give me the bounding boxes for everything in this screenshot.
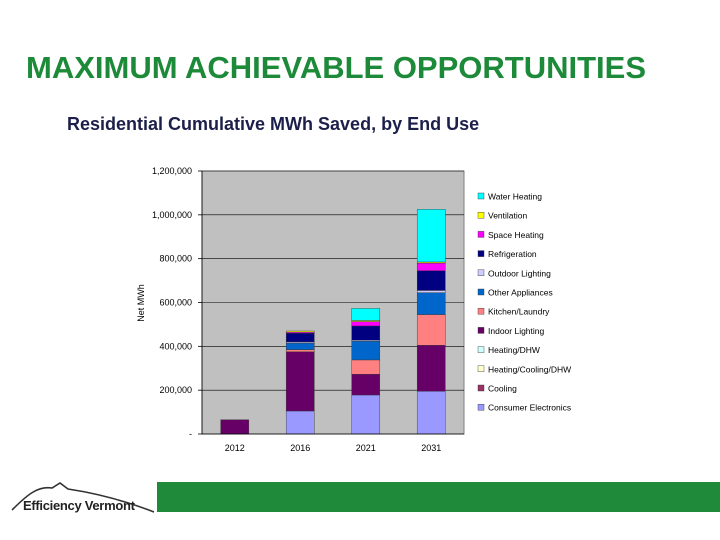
- legend-swatch: [477, 384, 485, 392]
- logo-text: Efficiency Vermont: [23, 498, 135, 513]
- legend-label: Kitchen/Laundry: [488, 307, 550, 317]
- legend-swatch: [477, 288, 485, 296]
- bar-segment: [351, 341, 381, 361]
- bar-segment: [416, 314, 446, 346]
- legend-label: Refrigeration: [488, 249, 537, 259]
- bar-segment: [285, 349, 315, 353]
- y-tick-label: -: [189, 429, 192, 439]
- legend-swatch: [477, 346, 485, 353]
- legend-label: Space Heating: [488, 230, 544, 240]
- legend-swatch: [477, 404, 485, 411]
- bar-segment: [285, 342, 315, 350]
- bar-segment: [351, 325, 381, 341]
- legend-swatch: [477, 211, 485, 219]
- bar-segment: [351, 373, 381, 396]
- legend-label: Water Heating: [488, 192, 542, 202]
- legend-label: Cooling: [488, 384, 517, 394]
- bar-segment: [416, 391, 446, 435]
- y-axis: - 200,000 400,000 600,000 800,000 1,000,000 1,…: [152, 166, 203, 439]
- bar-segment: [220, 419, 250, 435]
- bar-segment: [416, 209, 446, 263]
- y-tick-label: 600,000: [159, 298, 192, 308]
- legend-label: Consumer Electronics: [488, 403, 571, 413]
- bar-segment: [416, 290, 446, 293]
- legend-box: [470, 187, 586, 420]
- bar-segment: [351, 308, 381, 321]
- legend-swatch: [477, 231, 485, 238]
- y-tick-label: 400,000: [159, 341, 192, 351]
- bar-segment: [351, 359, 381, 375]
- bars: [220, 209, 446, 435]
- legend-swatch: [477, 327, 485, 334]
- legend-swatch: [477, 269, 485, 276]
- x-axis: 2012 2016 2021 2031: [202, 433, 464, 453]
- legend-swatch: [477, 192, 485, 200]
- y-tick-label: 1,200,000: [152, 166, 192, 176]
- bar-segment: [416, 262, 446, 271]
- y-tick-label: 1,000,000: [152, 210, 192, 220]
- legend-label: Other Appliances: [488, 288, 553, 298]
- bar-segment: [285, 410, 315, 435]
- legend: Water Heating Ventilation Space Heating Ref…: [470, 187, 586, 420]
- legend-label: Heating/DHW: [488, 345, 540, 355]
- efficiency-vermont-logo: [11, 482, 155, 513]
- bar-segment: [416, 270, 446, 291]
- legend-swatch: [477, 308, 485, 315]
- y-tick-label: 200,000: [159, 385, 192, 395]
- bar-segment: [416, 345, 446, 392]
- legend-swatch: [477, 250, 485, 257]
- bar-segment: [351, 321, 381, 327]
- legend-label: Outdoor Lighting: [488, 268, 551, 278]
- bar-segment: [351, 394, 381, 435]
- y-tick-label: 800,000: [159, 254, 192, 264]
- legend-label: Heating/Cooling/DHW: [488, 364, 571, 374]
- bar-segment: [416, 292, 446, 315]
- footer-bar: [157, 482, 720, 512]
- x-tick-label: 2016: [290, 443, 310, 453]
- bar-segment: [285, 330, 315, 333]
- bar-segment: [285, 332, 315, 343]
- x-tick-label: 2012: [225, 443, 245, 453]
- legend-label: Ventilation: [488, 211, 527, 221]
- slide-subtitle: Residential Cumulative MWh Saved, by End…: [67, 114, 480, 134]
- legend-swatch: [477, 365, 485, 372]
- y-axis-label: Net MWh: [136, 284, 146, 322]
- slide-title: MAXIMUM ACHIEVABLE OPPORTUNITIES: [26, 50, 647, 85]
- bar-segment: [285, 351, 315, 412]
- legend-label: Indoor Lighting: [488, 326, 545, 336]
- x-tick-label: 2021: [356, 443, 376, 453]
- mountain-icon: [11, 482, 155, 513]
- x-tick-label: 2031: [421, 443, 441, 453]
